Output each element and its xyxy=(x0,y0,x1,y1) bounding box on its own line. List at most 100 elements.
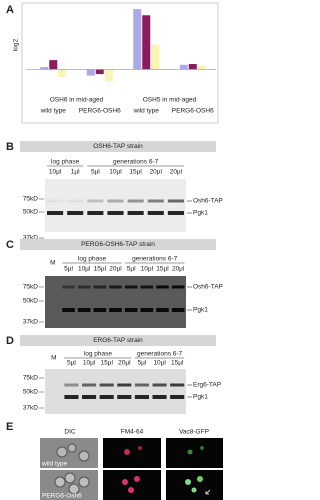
band xyxy=(170,395,185,399)
band-label: Pgk1 xyxy=(193,307,208,314)
band xyxy=(62,285,75,289)
band xyxy=(152,383,167,387)
row-label: PERG6-Osh6 xyxy=(42,493,82,500)
band xyxy=(124,308,138,312)
bar xyxy=(179,64,188,70)
lane-label: 20µl xyxy=(172,266,185,273)
band xyxy=(170,383,185,387)
column-label: Vac8-GFP xyxy=(179,429,209,436)
lane-label: 10µl xyxy=(49,169,62,176)
bar xyxy=(40,67,49,70)
band xyxy=(147,199,164,203)
phase-label: log phase xyxy=(84,351,113,358)
micrographs xyxy=(40,438,223,500)
phase-label: log phase xyxy=(78,256,107,263)
band xyxy=(140,285,154,289)
phase-label: log phase xyxy=(51,159,80,166)
lane-label: 15µl xyxy=(171,360,184,367)
lane-label: 10µl xyxy=(83,360,96,367)
band xyxy=(171,285,185,289)
band xyxy=(127,199,144,203)
band xyxy=(99,395,114,399)
y-axis-label: log2 xyxy=(13,38,20,51)
lane-label: 20µl xyxy=(118,360,131,367)
band xyxy=(107,211,124,215)
band-label: Osh6-TAP xyxy=(193,198,223,205)
band xyxy=(47,199,64,203)
blot-title: PERG6-OSH6-TAP strain xyxy=(81,241,155,248)
panel-label: E xyxy=(6,421,13,433)
bar xyxy=(86,69,95,76)
band xyxy=(127,211,144,215)
lane-label: 1µl xyxy=(71,169,80,176)
lane-label: 20µl xyxy=(150,169,163,176)
band xyxy=(62,308,75,312)
blot-title: OSH6-TAP strain xyxy=(93,143,143,150)
lane-label: M xyxy=(51,355,56,362)
panel-label: A xyxy=(6,4,14,16)
band xyxy=(87,211,104,215)
marker-label: 75kD xyxy=(23,196,38,203)
header-bar xyxy=(20,335,216,346)
band xyxy=(117,395,132,399)
bar xyxy=(142,15,151,70)
band xyxy=(67,211,84,215)
band xyxy=(156,285,169,289)
band xyxy=(93,285,107,289)
band xyxy=(82,395,97,399)
band xyxy=(109,308,122,312)
band xyxy=(64,395,79,399)
row-label: wild type xyxy=(41,461,68,468)
lane-label: 15µl xyxy=(129,169,142,176)
lane-label: 15µl xyxy=(94,266,107,273)
band xyxy=(156,308,169,312)
phase-label: generations 6-7 xyxy=(132,256,178,263)
band xyxy=(140,308,154,312)
band xyxy=(107,199,124,203)
figure: A log2 E DIC FM4-64 Vac8-GFP wild type P… xyxy=(6,2,223,500)
marker-label: 37kD xyxy=(23,405,38,412)
lane-label: 5µl xyxy=(127,266,136,273)
lane-label: 20µl xyxy=(170,169,183,176)
marker-label: 37kD xyxy=(23,235,38,242)
lane-label: 10µl xyxy=(153,360,166,367)
band xyxy=(64,383,79,387)
header-bar xyxy=(20,239,216,250)
bar xyxy=(197,65,206,70)
marker-label: 50kD xyxy=(23,298,38,305)
band xyxy=(124,285,138,289)
lane-label: 10µl xyxy=(141,266,154,273)
phase-label: generations 6-7 xyxy=(137,351,183,358)
band xyxy=(147,211,164,215)
band xyxy=(99,383,114,387)
category-label: PERG6-OSH6 xyxy=(172,108,214,115)
lane-label: 5µl xyxy=(64,266,73,273)
band xyxy=(47,211,64,215)
lane-label: 5µl xyxy=(91,169,100,176)
marker-label: 50kD xyxy=(23,209,38,216)
lane-label: 10µl xyxy=(78,266,91,273)
group-label: OSH6 in mid-aged xyxy=(50,97,104,104)
band xyxy=(117,383,132,387)
lane-label: 15µl xyxy=(156,266,169,273)
band xyxy=(67,199,84,203)
column-label: FM4-64 xyxy=(121,429,144,436)
blot-title: ERG6-TAP strain xyxy=(93,337,143,344)
lane-label: 10µl xyxy=(109,169,122,176)
band xyxy=(87,199,104,203)
panel-label: D xyxy=(6,335,14,347)
panel-label: C xyxy=(6,239,14,251)
lane-label: 15µl xyxy=(100,360,113,367)
band-label: Pgk1 xyxy=(193,210,208,217)
group-label: OSH5 in mid-aged xyxy=(143,97,197,104)
blot xyxy=(45,179,186,232)
band xyxy=(77,285,91,289)
band-label: Erg6-TAP xyxy=(193,382,221,389)
marker-label: 75kD xyxy=(23,284,38,291)
band xyxy=(171,308,185,312)
band xyxy=(152,395,167,399)
band-label: Osh6-TAP xyxy=(193,284,223,291)
band xyxy=(93,308,107,312)
lane-label: M xyxy=(50,260,55,267)
band xyxy=(134,395,149,399)
